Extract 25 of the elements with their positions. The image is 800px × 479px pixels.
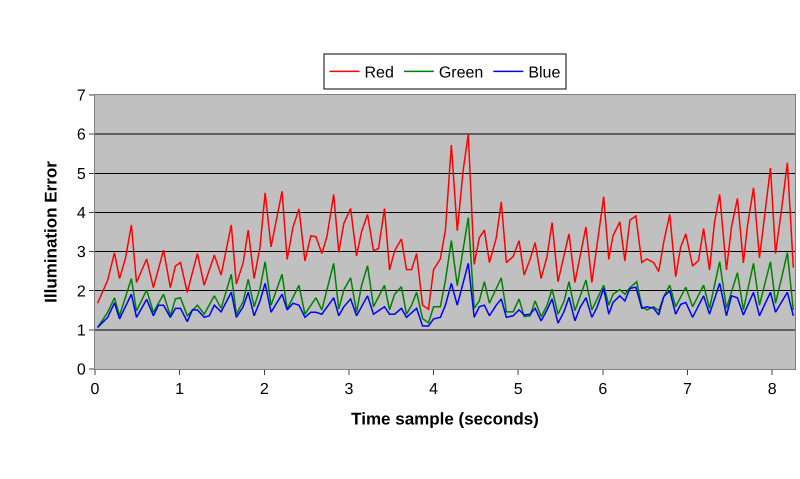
line-series [96,216,794,328]
y-tick-label: 3 [76,244,86,262]
y-tick-label: 7 [76,88,86,105]
x-tick-label: 2 [260,381,269,398]
line-series [96,262,794,328]
x-tick-label: 3 [344,381,354,398]
x-tick-label: 0 [90,381,100,398]
y-tick-label: 6 [76,126,86,144]
line-series [96,133,794,310]
y-tick-label: 0 [76,362,86,379]
y-axis-title: Illumination Error [41,160,60,303]
x-tick-label: 8 [768,381,777,398]
legend-label: Red [364,64,394,82]
x-tick-label: 6 [598,381,608,398]
legend-label: Blue [528,64,560,82]
x-tick-label: 1 [175,381,184,398]
legend-label: Green [438,64,484,82]
y-tick-label: 2 [76,283,86,300]
y-tick-label: 4 [76,205,86,222]
x-axis-title: Time sample (seconds) [351,410,539,429]
y-tick-label: 1 [76,322,86,340]
x-tick-label: 5 [514,381,523,398]
x-tick-label: 7 [683,381,692,398]
y-tick-label: 5 [76,166,86,183]
x-tick-label: 4 [429,381,438,398]
